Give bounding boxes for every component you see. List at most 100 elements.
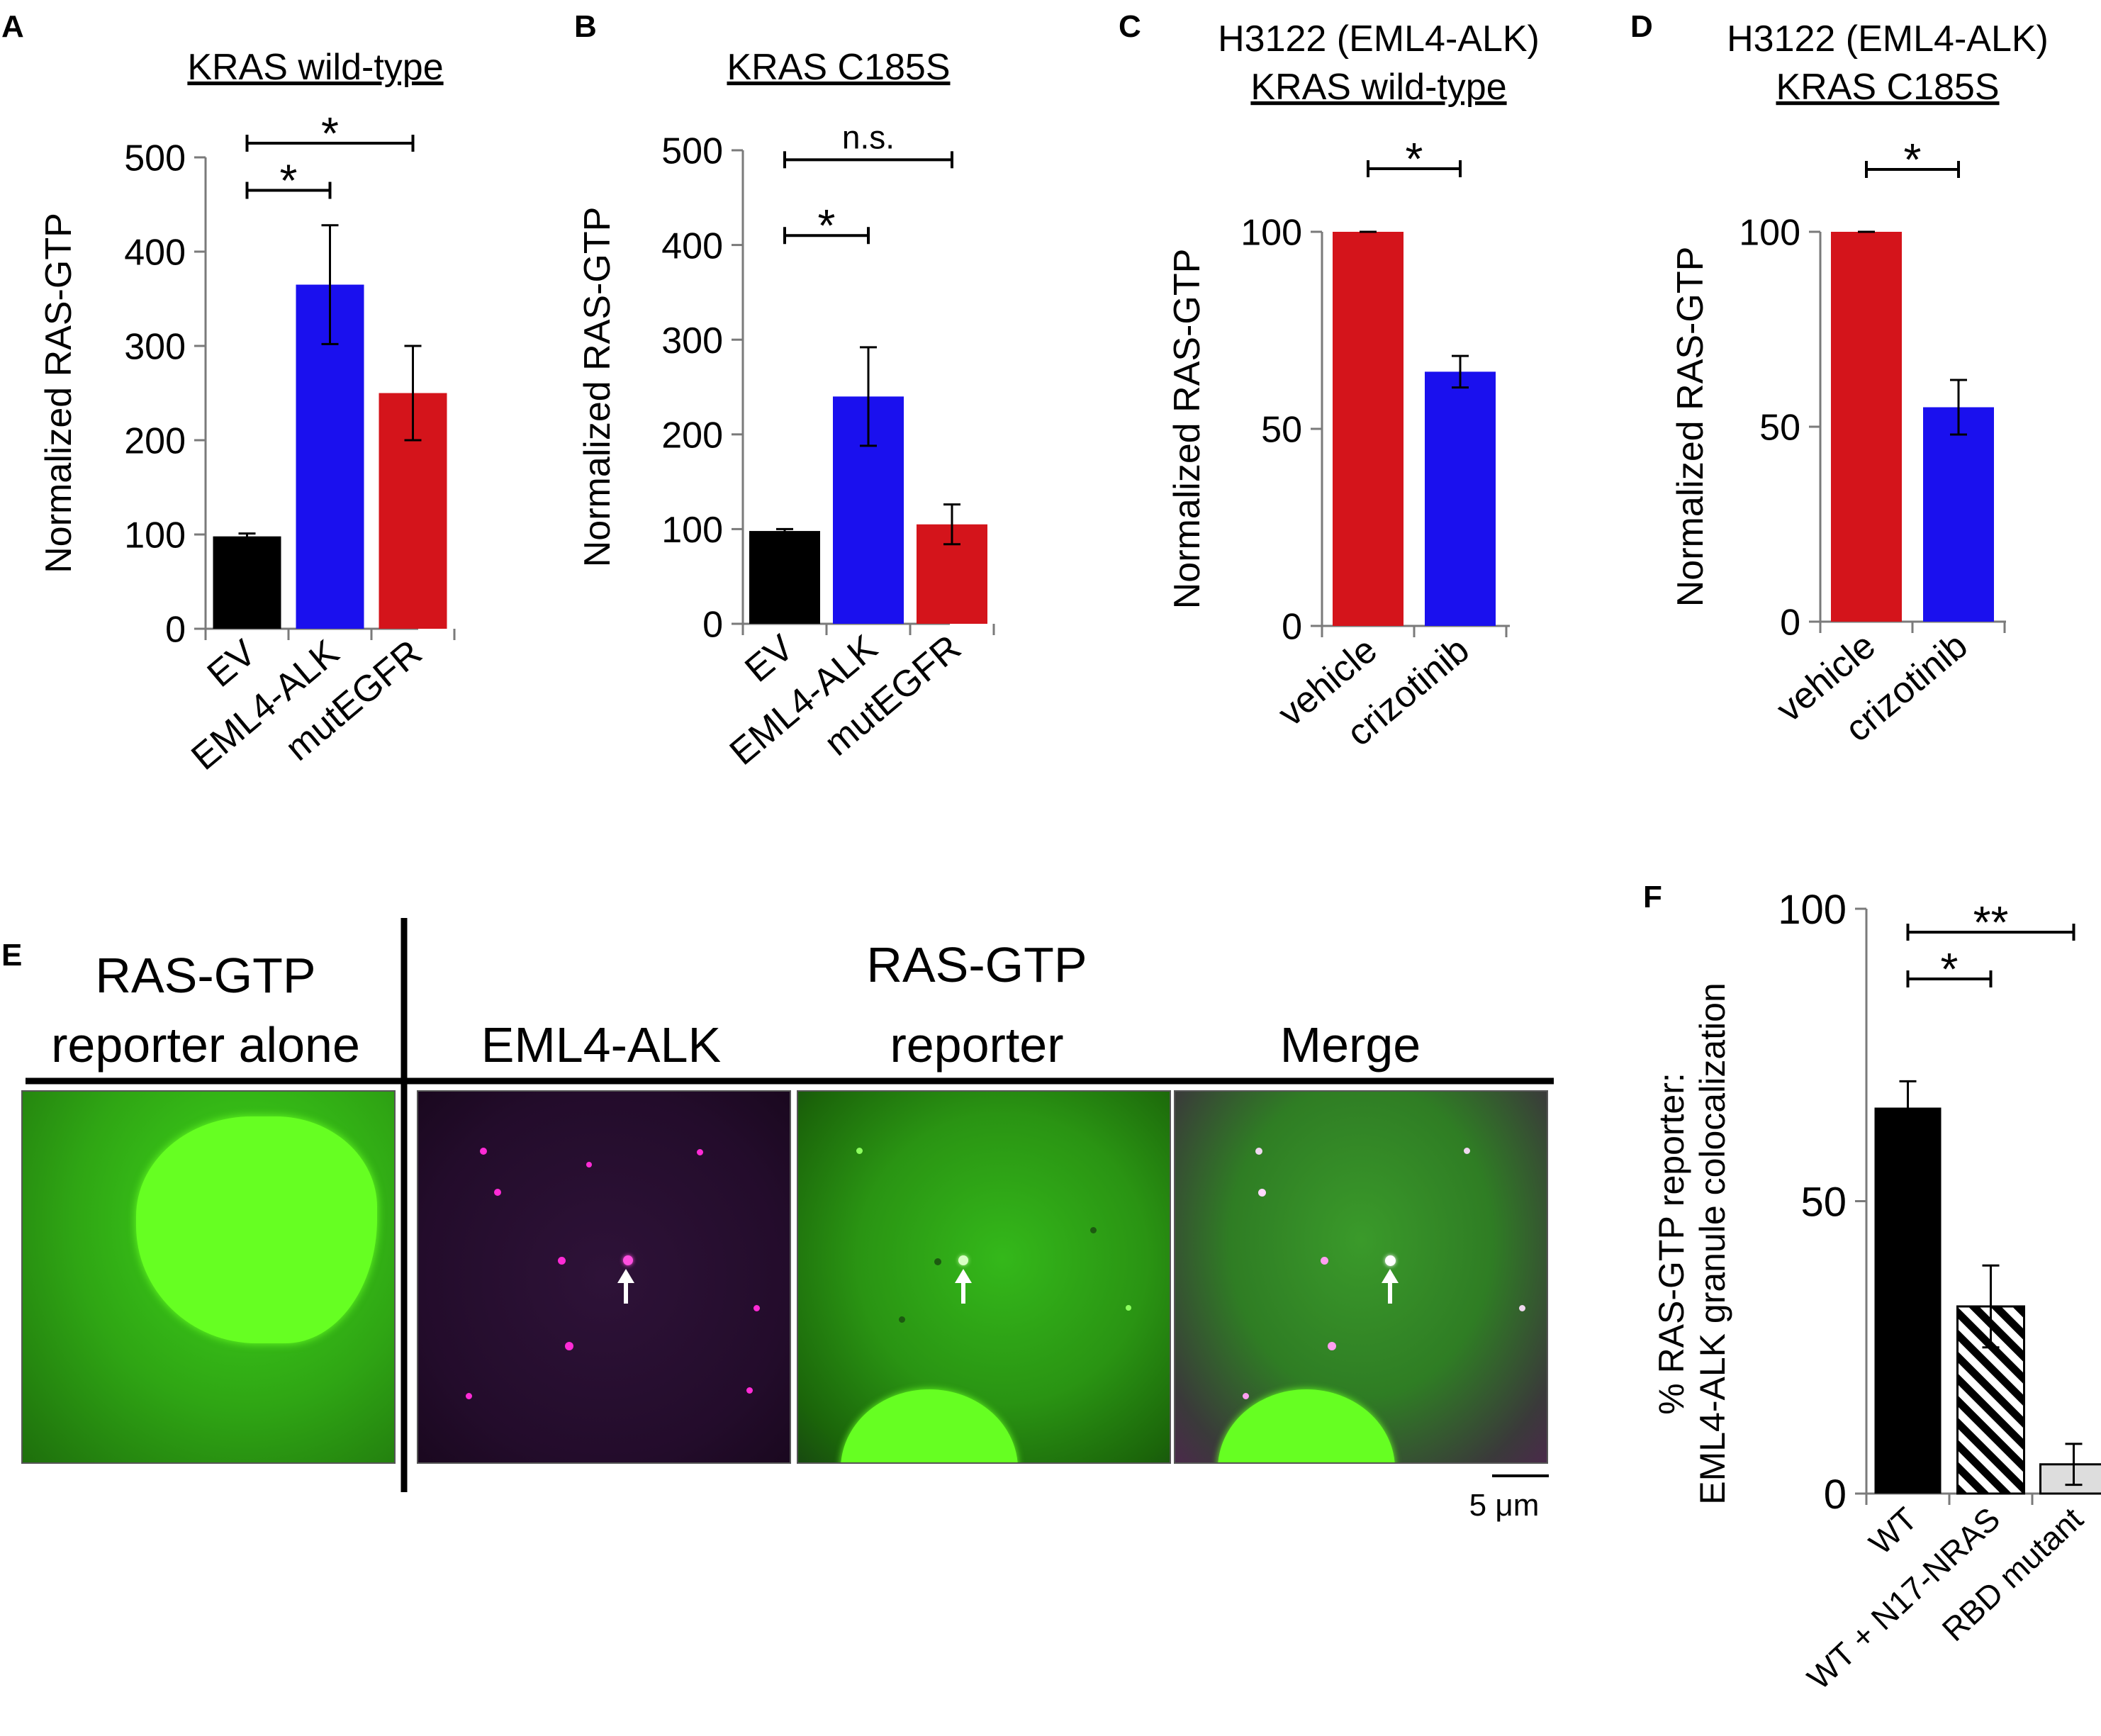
nucleus — [136, 1116, 377, 1343]
micrograph-reporter-alone — [21, 1090, 396, 1464]
chart-panel-b: 0100200300400500EVEML4-ALKmutEGFR*n.s.No… — [577, 118, 995, 773]
granule — [899, 1316, 905, 1323]
arrow-icon — [617, 1269, 634, 1283]
panel-a-title: KRAS wild-type — [187, 47, 443, 88]
granule — [1328, 1342, 1336, 1350]
panel-c-title-line1: H3122 (EML4-ALK) — [1218, 18, 1540, 60]
significance-label: * — [280, 155, 298, 206]
arrow-icon — [961, 1279, 965, 1304]
y-tick-label: 100 — [1778, 887, 1847, 933]
bar — [2039, 1463, 2101, 1495]
panel-c-title-line2: KRAS wild-type — [1250, 67, 1506, 108]
y-axis-label-line1: % RAS-GTP reporter: — [1652, 1073, 1691, 1415]
y-tick-label: 100 — [1240, 213, 1302, 254]
panel-letter-c: C — [1119, 9, 1141, 44]
x-category-label: EV — [737, 627, 802, 690]
granule — [480, 1148, 487, 1155]
significance-label: * — [1406, 133, 1423, 184]
bar — [749, 531, 820, 624]
granule — [1243, 1393, 1249, 1399]
nucleus — [1218, 1389, 1395, 1462]
panel-b-title: KRAS C185S — [727, 47, 950, 88]
granule — [1255, 1148, 1262, 1155]
y-tick-label: 0 — [165, 610, 186, 651]
panel-letter-a: A — [1, 9, 24, 44]
y-tick-label: 300 — [661, 320, 723, 362]
panel-letter-f: F — [1643, 880, 1662, 914]
arrow-icon — [955, 1269, 972, 1283]
y-tick-label: 0 — [1780, 603, 1800, 644]
granule — [1126, 1305, 1131, 1311]
panel-d-title-line2: KRAS C185S — [1776, 67, 1999, 108]
panel-e-left-header-line1: RAS-GTP — [95, 948, 315, 1003]
y-tick-label: 500 — [124, 138, 186, 179]
y-tick-label: 400 — [124, 233, 186, 274]
y-axis-label-line2: EML4-ALK granule colocalization — [1693, 982, 1732, 1505]
significance-label: * — [1941, 943, 1959, 995]
chart-panel-a: 0100200300400500EVEML4-ALKmutEGFR**Norma… — [38, 108, 456, 778]
scale-bar-label: 5 μm — [1469, 1488, 1540, 1523]
significance-label: * — [818, 200, 836, 251]
y-tick-label: 500 — [661, 131, 723, 172]
micrograph-merge — [1174, 1090, 1548, 1464]
granule — [1519, 1305, 1525, 1311]
y-tick-label: 100 — [124, 515, 186, 556]
granule — [565, 1342, 573, 1350]
granule — [753, 1305, 760, 1311]
y-tick-label: 200 — [124, 421, 186, 462]
granule — [1090, 1227, 1097, 1233]
y-tick-label: 0 — [1824, 1472, 1847, 1518]
panel-e-col3-header: Merge — [1280, 1017, 1421, 1073]
x-category-label: EV — [200, 632, 264, 695]
granule — [1385, 1255, 1396, 1266]
significance-label: * — [321, 108, 339, 159]
micrograph-eml4-alk — [417, 1090, 791, 1464]
y-tick-label: 0 — [702, 605, 723, 646]
y-tick-label: 400 — [661, 225, 723, 267]
y-tick-label: 300 — [124, 327, 186, 368]
bar — [1425, 371, 1496, 626]
granule — [697, 1149, 703, 1155]
bar — [1831, 232, 1902, 622]
arrow-icon — [1388, 1279, 1392, 1304]
significance-label: ** — [1973, 897, 2009, 948]
panel-letter-d: D — [1630, 9, 1653, 44]
y-axis-label: Normalized RAS-GTP — [577, 207, 618, 568]
panel-e-group-header: RAS-GTP — [866, 937, 1087, 992]
panel-e-left-header-line2: reporter alone — [51, 1017, 360, 1073]
x-category-label: WT — [1862, 1500, 1924, 1562]
panel-e-col1-header: EML4-ALK — [481, 1017, 721, 1073]
granule — [1258, 1189, 1266, 1197]
y-axis-label: Normalized RAS-GTP — [1670, 247, 1711, 607]
panel-d-title-line1: H3122 (EML4-ALK) — [1727, 18, 2049, 60]
significance-label: * — [1904, 134, 1922, 185]
granule — [1464, 1148, 1470, 1154]
granule — [958, 1255, 968, 1265]
arrow-icon — [624, 1279, 628, 1304]
granule — [586, 1162, 592, 1167]
granule — [623, 1255, 633, 1265]
y-axis-label: Normalized RAS-GTP — [1167, 249, 1208, 610]
granule — [466, 1393, 472, 1399]
y-tick-label: 100 — [661, 510, 723, 551]
bar — [1874, 1107, 1942, 1494]
micrograph-ras-gtp-reporter — [797, 1090, 1171, 1464]
arrow-icon — [1382, 1269, 1399, 1283]
granule — [746, 1387, 753, 1394]
granule — [558, 1257, 566, 1265]
bar — [1923, 407, 1994, 622]
panel-letter-b: B — [574, 9, 597, 44]
granule — [856, 1148, 863, 1154]
panel-letter-e: E — [1, 938, 22, 973]
y-tick-label: 200 — [661, 415, 723, 457]
y-tick-label: 100 — [1739, 213, 1800, 254]
panel-e-col2-header: reporter — [890, 1017, 1063, 1073]
y-tick-label: 50 — [1800, 1179, 1847, 1225]
y-tick-label: 50 — [1261, 410, 1302, 451]
y-tick-label: 50 — [1759, 408, 1800, 449]
bar — [213, 536, 281, 629]
granule — [934, 1258, 941, 1265]
